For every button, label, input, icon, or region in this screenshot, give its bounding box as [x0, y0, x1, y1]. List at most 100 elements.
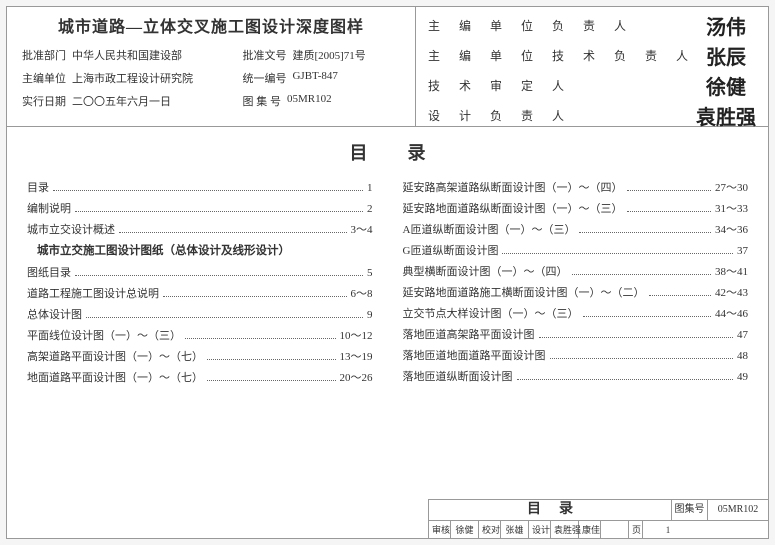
- toc-leader-dots: [579, 232, 711, 233]
- signature-row: 技 术 审 定 人徐健: [428, 73, 756, 97]
- toc-entry-page: 10～12: [340, 327, 373, 343]
- toc-entry-page: 3～4: [351, 221, 373, 237]
- toc-leader-dots: [539, 337, 734, 338]
- toc-entry-page: 48: [737, 350, 748, 362]
- toc-entry-title: A匝道纵断面设计图（一）～（三）: [403, 221, 576, 237]
- info-label: 批准部门: [22, 47, 66, 63]
- footer-cell-label: 校对: [479, 521, 501, 538]
- toc-entry-page: 27～30: [715, 179, 748, 195]
- info-row: 实行日期二〇〇五年六月一日图 集 号05MR102: [22, 93, 400, 109]
- toc-entry-page: 49: [737, 371, 748, 383]
- info-value: 05MR102: [287, 93, 332, 109]
- signature-value: 张辰: [696, 41, 756, 70]
- toc-leader-dots: [583, 316, 712, 317]
- footer-title: 目录: [429, 500, 672, 520]
- footer-page-label: 页: [629, 521, 643, 538]
- info-label: 统一编号: [242, 70, 286, 86]
- toc-column-left: 目录 1 编制说明 2 城市立交设计概述 3～4 城市立交施工图设计图纸（总体设计及线形设计…: [27, 179, 373, 390]
- header-info: 城市道路—立体交叉施工图设计深度图样 批准部门中华人民共和国建设部批准文号建质[…: [7, 7, 416, 127]
- toc-entry: 总体设计图9: [27, 306, 373, 322]
- toc-leader-dots: [75, 211, 363, 212]
- toc-leader-dots: [550, 358, 734, 359]
- toc-entry: 立交节点大样设计图（一）～（三）44～46: [403, 305, 749, 321]
- toc-entry-page: 42～43: [715, 284, 748, 300]
- info-row: 批准部门中华人民共和国建设部批准文号建质[2005]71号: [22, 47, 400, 63]
- toc-entry-page: 1: [367, 182, 373, 194]
- toc-entry: 地面道路平面设计图（一）～（七） 20～26: [27, 369, 373, 385]
- toc-entry: 落地匝道纵断面设计图 49: [403, 368, 749, 384]
- toc-entry: 编制说明 2: [27, 200, 373, 216]
- footer-cell-signature: 徐健: [451, 521, 479, 538]
- toc-entry-title: 延安路高架道路纵断面设计图（一）～（四）: [403, 179, 623, 195]
- toc-entry-title: 落地匝道高架路平面设计图: [403, 326, 535, 342]
- document-title: 城市道路—立体交叉施工图设计深度图样: [22, 13, 400, 37]
- signature-value: 袁胜强: [696, 101, 756, 130]
- toc-entry: 典型横断面设计图（一）～（四）38～41: [403, 263, 749, 279]
- info-value: 上海市政工程设计研究院: [72, 70, 193, 86]
- toc-entry-title: 目录: [27, 179, 49, 195]
- toc-entry-title: 落地匝道纵断面设计图: [403, 368, 513, 384]
- signature-label: 主 编 单 位 技 术 负 责 人: [428, 47, 696, 64]
- toc-entry-title: 编制说明: [27, 200, 71, 216]
- toc-entry: 落地匝道高架路平面设计图 47: [403, 326, 749, 342]
- info-row: 主编单位上海市政工程设计研究院 统一编号 GJBT-847: [22, 70, 400, 86]
- toc-leader-dots: [163, 296, 347, 297]
- table-of-contents: 目录 目录 1 编制说明 2 城市立交设计概述 3～4 城市立交施工图设计图纸（总体设计及线…: [7, 127, 768, 394]
- signature-row: 主 编 单 位 技 术 负 责 人张辰: [428, 43, 756, 67]
- toc-leader-dots: [572, 274, 712, 275]
- signature-row: 设 计 负 责 人袁胜强: [428, 103, 756, 127]
- toc-entry-page: 20～26: [340, 369, 373, 385]
- signature-value: 汤伟: [696, 11, 756, 40]
- info-value: GJBT-847: [292, 70, 337, 86]
- toc-entry: A匝道纵断面设计图（一）～（三） 34～36: [403, 221, 749, 237]
- toc-leader-dots: [649, 295, 712, 296]
- toc-entry-page: 44～46: [715, 305, 748, 321]
- footer-cell-label: 设计: [529, 521, 551, 538]
- toc-leader-dots: [627, 211, 712, 212]
- toc-section-header: 城市立交施工图设计图纸（总体设计及线形设计）: [37, 242, 373, 258]
- toc-entry-title: 延安路地面道路施工横断面设计图（一）～（二）: [403, 284, 645, 300]
- toc-entry: 延安路地面道路纵断面设计图（一）～（三）31～33: [403, 200, 749, 216]
- toc-entry: G匝道纵断面设计图37: [403, 242, 749, 258]
- toc-entry-title: 地面道路平面设计图（一）～（七）: [27, 369, 203, 385]
- toc-leader-dots: [207, 359, 336, 360]
- toc-leader-dots: [53, 190, 363, 191]
- footer-code-label: 图集号: [672, 500, 708, 520]
- info-label: 主编单位: [22, 70, 66, 86]
- toc-entry: 图纸目录 5: [27, 264, 373, 280]
- toc-entry: 城市立交设计概述 3～4: [27, 221, 373, 237]
- toc-column-right: 延安路高架道路纵断面设计图（一）～（四） 27～30 延安路地面道路纵断面设计图（一…: [403, 179, 749, 390]
- signature-label: 技 术 审 定 人: [428, 77, 696, 94]
- info-value: 建质[2005]71号: [292, 47, 365, 63]
- signature-label: 主 编 单 位 负 责 人: [428, 17, 696, 34]
- toc-entry-title: 典型横断面设计图（一）～（四）: [403, 263, 568, 279]
- toc-entry: 道路工程施工图设计总说明6～8: [27, 285, 373, 301]
- footer-page-number: 1: [643, 521, 693, 538]
- toc-entry: 延安路高架道路纵断面设计图（一）～（四） 27～30: [403, 179, 749, 195]
- signature-label: 设 计 负 责 人: [428, 107, 696, 124]
- footer-cell-signature: [601, 521, 629, 538]
- toc-leader-dots: [207, 380, 336, 381]
- toc-entry: 落地匝道地面道路平面设计图 48: [403, 347, 749, 363]
- info-label: 图 集 号: [242, 93, 281, 109]
- footer-cell-signature: 张雄: [501, 521, 529, 538]
- footer-cell-label: 审核: [429, 521, 451, 538]
- toc-entry-title: 城市立交设计概述: [27, 221, 115, 237]
- toc-entry-page: 2: [367, 203, 373, 215]
- toc-leader-dots: [86, 317, 363, 318]
- toc-entry-page: 34～36: [715, 221, 748, 237]
- toc-entry-page: 5: [367, 267, 373, 279]
- toc-entry-title: 图纸目录: [27, 264, 71, 280]
- toc-leader-dots: [119, 232, 347, 233]
- toc-entry-title: 高架道路平面设计图（一）～（七）: [27, 348, 203, 364]
- toc-entry-title: 总体设计图: [27, 306, 82, 322]
- toc-entry: 高架道路平面设计图（一）～（七） 13～19: [27, 348, 373, 364]
- toc-leader-dots: [502, 253, 733, 254]
- toc-entry-page: 47: [737, 329, 748, 341]
- signatures-block: 主 编 单 位 负 责 人汤伟主 编 单 位 技 术 负 责 人张辰技 术 审 …: [416, 7, 768, 127]
- toc-entry-title: 道路工程施工图设计总说明: [27, 285, 159, 301]
- toc-entry-page: 13～19: [340, 348, 373, 364]
- toc-entry-title: G匝道纵断面设计图: [403, 242, 499, 258]
- toc-entry: 目录 1: [27, 179, 373, 195]
- toc-entry-title: 落地匝道地面道路平面设计图: [403, 347, 546, 363]
